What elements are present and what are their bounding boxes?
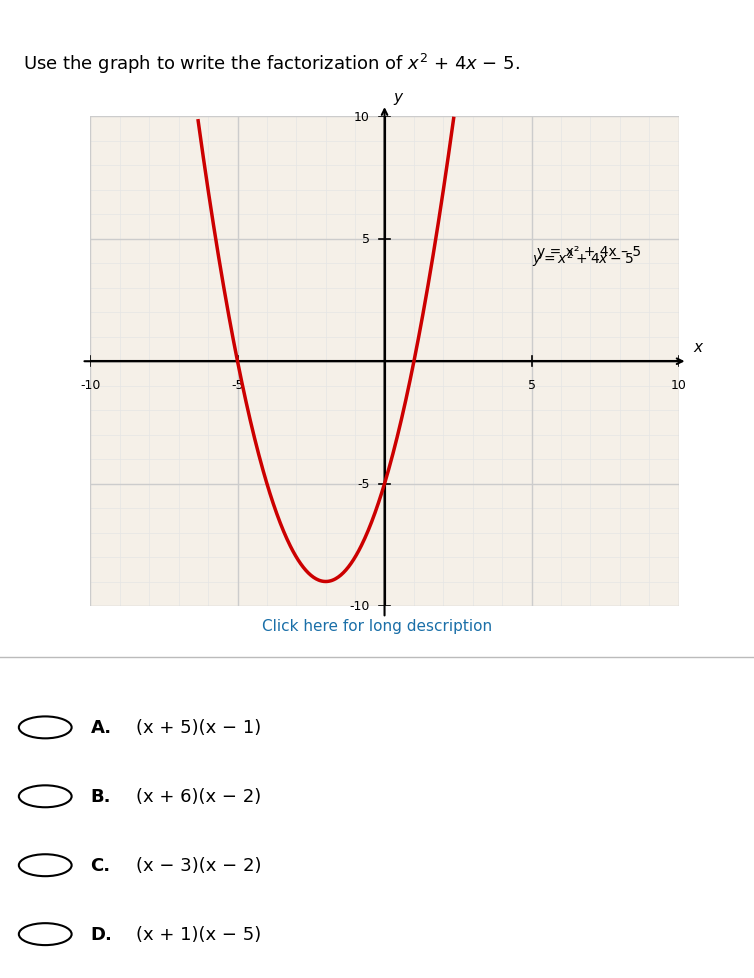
Text: -10: -10	[349, 600, 369, 613]
Text: $y = x^2 + 4x - 5$: $y = x^2 + 4x - 5$	[532, 248, 633, 270]
Text: 10: 10	[670, 378, 687, 392]
Text: C.: C.	[90, 857, 111, 874]
Text: A.: A.	[90, 719, 112, 736]
Text: (x + 1)(x − 5): (x + 1)(x − 5)	[136, 925, 261, 943]
Text: (x + 5)(x − 1): (x + 5)(x − 1)	[136, 719, 261, 736]
Text: 5: 5	[362, 233, 369, 246]
Text: 10: 10	[354, 111, 369, 124]
Text: -5: -5	[357, 477, 369, 491]
Text: -5: -5	[231, 378, 244, 392]
Text: Use the graph to write the factorization of $x^2$ + 4$x$ − 5.: Use the graph to write the factorization…	[23, 52, 520, 75]
Text: 5: 5	[528, 378, 535, 392]
Text: D.: D.	[90, 925, 112, 943]
Text: x: x	[694, 339, 702, 355]
Text: Click here for long description: Click here for long description	[262, 618, 492, 634]
Text: (x − 3)(x − 2): (x − 3)(x − 2)	[136, 857, 261, 874]
Text: y: y	[394, 90, 403, 106]
Text: (x + 6)(x − 2): (x + 6)(x − 2)	[136, 787, 261, 806]
Text: B.: B.	[90, 787, 111, 806]
Text: y = x² + 4x – 5: y = x² + 4x – 5	[538, 244, 642, 259]
Text: -10: -10	[80, 378, 101, 392]
